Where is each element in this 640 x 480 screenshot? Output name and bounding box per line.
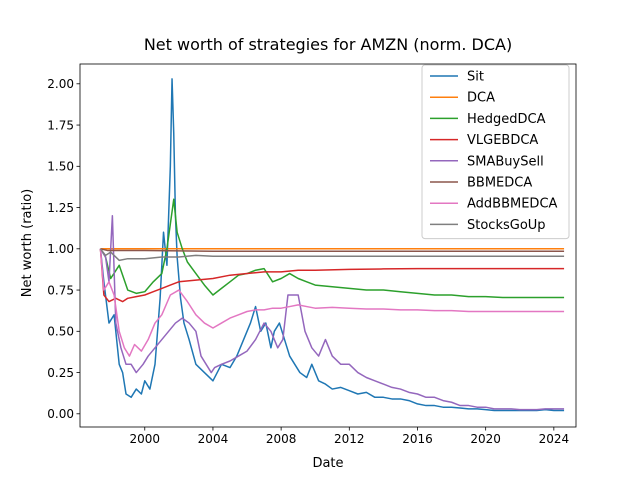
x-tick-label: 2012 — [334, 432, 365, 446]
y-tick-label: 0.50 — [47, 325, 74, 339]
chart-title: Net worth of strategies for AMZN (norm. … — [144, 35, 512, 54]
plot-frame — [79, 63, 577, 428]
ticks-layer: 2000 2004 2008 2012 2016 2020 2024 0.00 0.25 0.50… — [47, 77, 569, 446]
y-axis-label: Net worth (ratio) — [20, 189, 35, 297]
y-tick-label: 1.25 — [47, 201, 74, 215]
legend: Sit DCA HedgedDCA VLGEBDCA SMABuySell BBMEDCA… — [421, 64, 570, 240]
legend-label: BBMEDCA — [467, 176, 532, 191]
x-tick-label: 2008 — [266, 432, 297, 446]
y-tick-label: 1.00 — [47, 242, 74, 256]
series-line-addbbmedca — [99, 248, 565, 357]
legend-label: HedgedDCA — [467, 112, 546, 127]
series-line-hedgeddca — [99, 198, 565, 299]
legend-box — [421, 64, 570, 240]
y-tick-label: 2.00 — [47, 77, 74, 91]
x-tick-label: 2000 — [129, 432, 160, 446]
legend-label: Sit — [467, 70, 484, 85]
series-line-vlgebdca — [99, 248, 565, 303]
axes-layer — [79, 63, 577, 428]
y-tick-label: 0.25 — [47, 366, 74, 380]
legend-label: StocksGoUp — [467, 218, 546, 233]
legend-label: SMABuySell — [467, 154, 544, 169]
x-tick-label: 2024 — [539, 432, 570, 446]
y-tick-label: 1.50 — [47, 160, 74, 174]
x-tick-label: 2016 — [402, 432, 433, 446]
series-line-sit — [99, 78, 565, 412]
series-layer — [99, 78, 565, 412]
legend-label: DCA — [467, 91, 495, 106]
x-axis-label: Date — [312, 456, 343, 471]
series-line-bbmedca — [100, 248, 565, 253]
y-tick-label: 1.75 — [47, 118, 74, 132]
legend-label: VLGEBDCA — [467, 133, 538, 148]
series-line-stocksgoup — [99, 248, 565, 262]
y-tick-label: 0.00 — [47, 407, 74, 421]
legend-label: AddBBMEDCA — [467, 197, 558, 212]
x-tick-label: 2004 — [198, 432, 229, 446]
y-tick-label: 0.75 — [47, 283, 74, 297]
x-tick-label: 2020 — [470, 432, 501, 446]
series-line-smabuysell — [99, 215, 565, 411]
